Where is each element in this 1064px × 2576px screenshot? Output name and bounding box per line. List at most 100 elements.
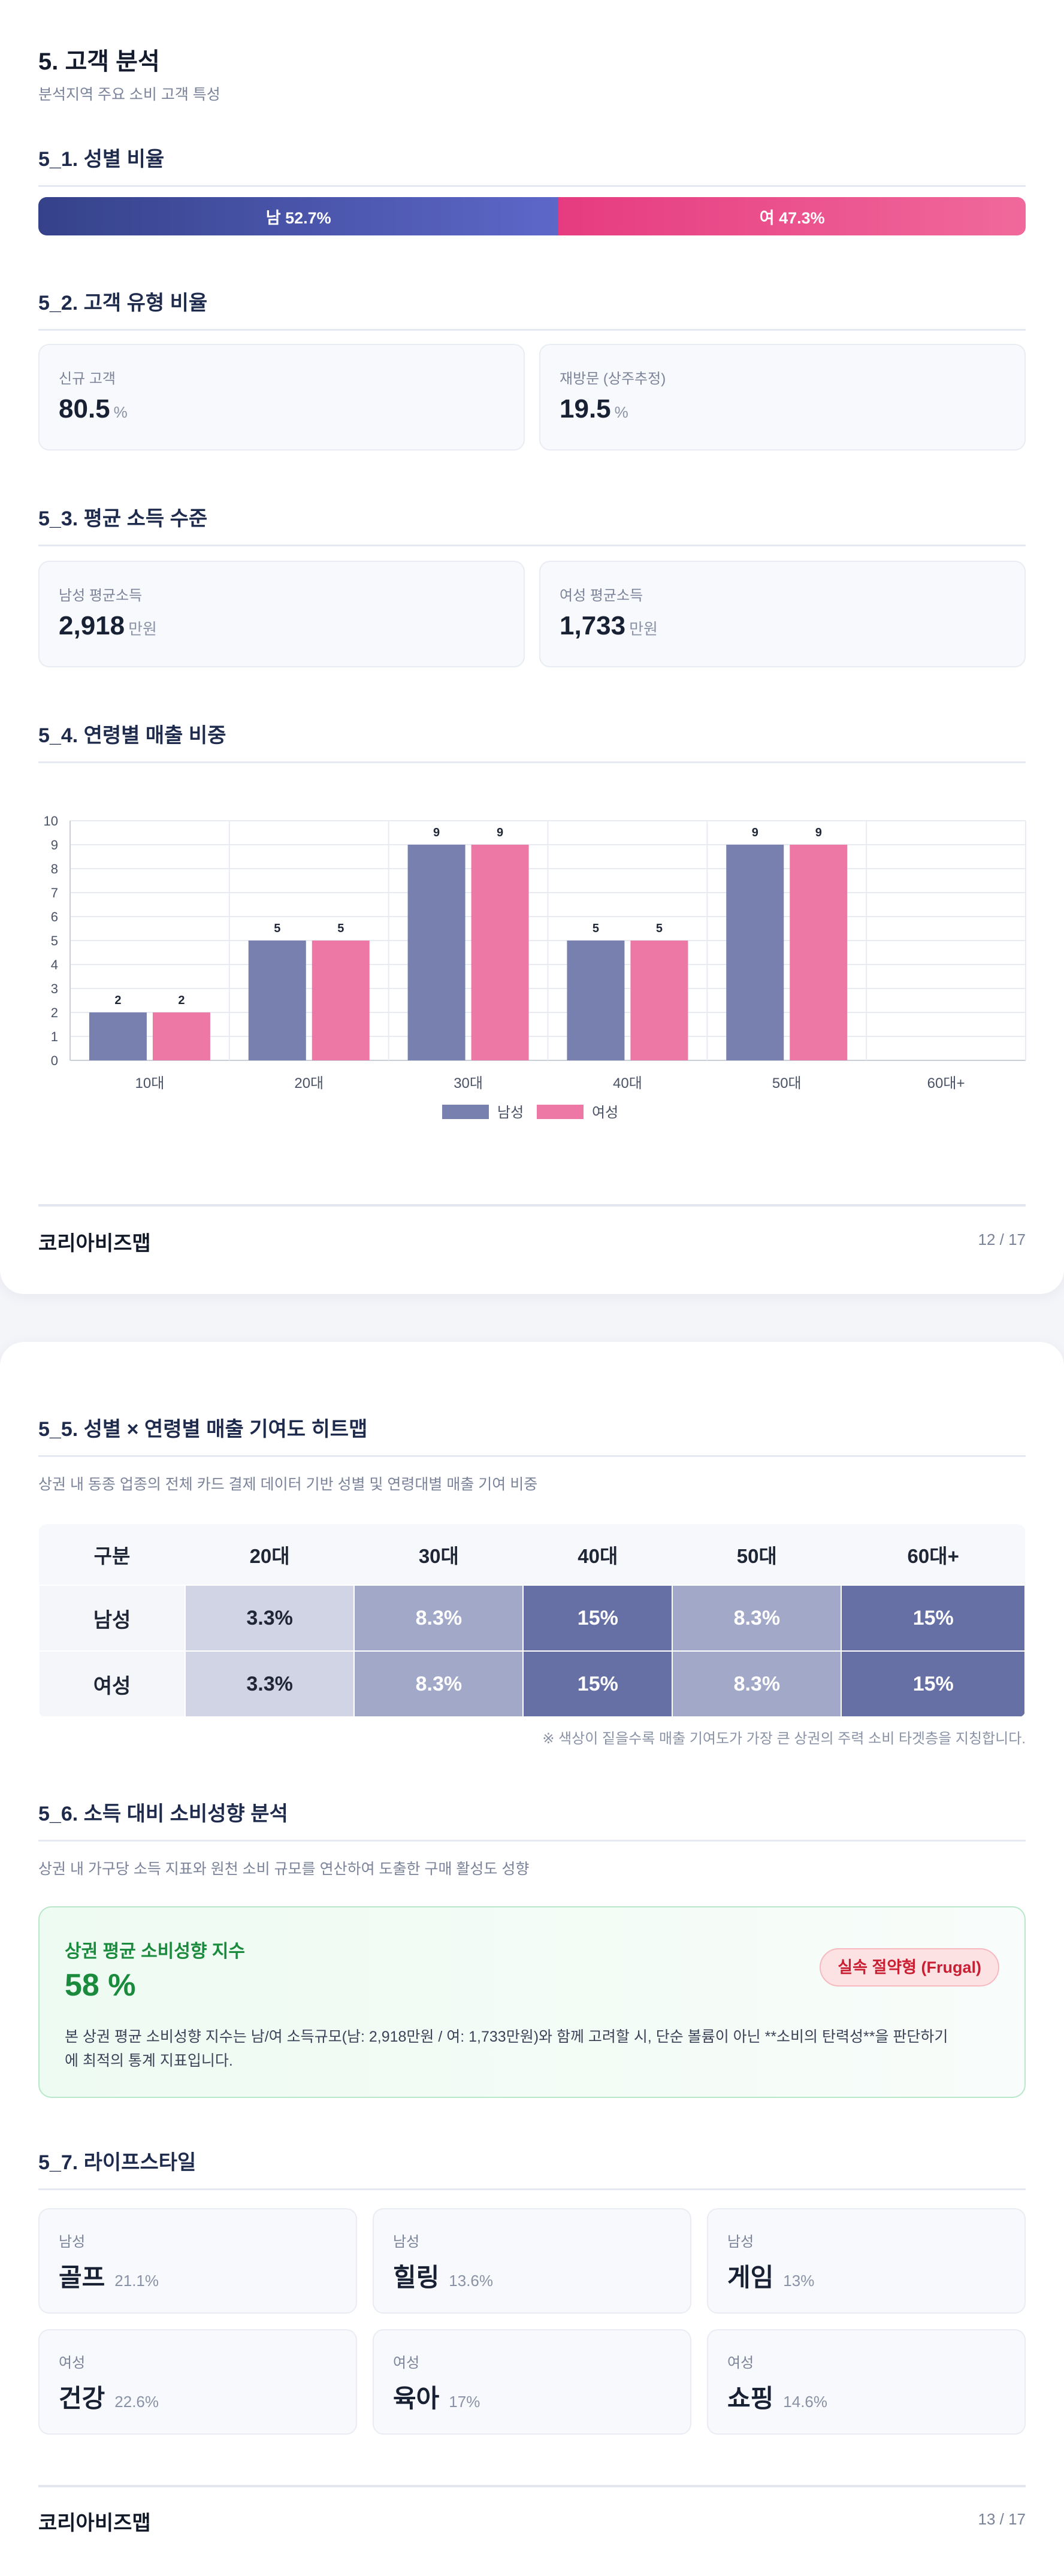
gender-ratio-bar: 남 52.7% 여 47.3% [38, 197, 1026, 235]
spending-index-value: 58 % [65, 1968, 136, 2003]
heatmap-cell: 8.3% [672, 1650, 842, 1718]
section-title-lifestyle: 5_7. 라이프스타일 [38, 2146, 1026, 2190]
bar-female [152, 1012, 210, 1060]
heatmap-cell: 15% [841, 1650, 1026, 1718]
heatmap-col-header: 20대 [185, 1524, 355, 1585]
report-page-12: 5. 고객 분석 분석지역 주요 소비 고객 특성 5_1. 성별 비율 남 5… [0, 0, 1064, 1294]
card-value-unit: % [614, 403, 628, 421]
lifestyle-card: 여성 육아 17% [373, 2329, 691, 2435]
heatmap-row-header: 여성 [38, 1650, 186, 1718]
lifestyle-name: 쇼핑 [727, 2384, 774, 2412]
card-value-number: 80.5 [59, 394, 110, 424]
lifestyle-card: 남성 게임 13% [707, 2208, 1026, 2314]
card-value: 19.5% [560, 394, 628, 424]
lifestyle-gender: 여성 [727, 2355, 754, 2371]
bar-male [248, 941, 306, 1060]
card-label: 신규 고객 [59, 371, 116, 387]
section-title-customer-type: 5_2. 고객 유형 비율 [38, 286, 1026, 331]
footer-brand: 코리아비즈맵 [38, 1232, 151, 1255]
card-label: 여성 평균소득 [560, 588, 643, 604]
bar-data-label: 9 [815, 826, 822, 839]
bar-female [630, 941, 688, 1060]
card-value-number: 19.5 [560, 394, 611, 424]
card-value: 80.5% [59, 394, 128, 424]
lifestyle-pct: 14.6% [783, 2393, 828, 2411]
heatmap-cell: 8.3% [353, 1650, 524, 1718]
heatmap-row-female: 여성 3.3% 8.3% 15% 8.3% 15% [38, 1650, 1026, 1718]
lifestyle-pct: 13.6% [449, 2272, 494, 2290]
y-tick-label: 7 [51, 885, 58, 900]
lifestyle-name: 육아 [393, 2384, 440, 2412]
card-value-unit: % [113, 403, 128, 421]
card-value-number: 2,918 [59, 611, 125, 640]
lifestyle-value: 골프 21.1% [59, 2257, 159, 2294]
y-tick-label: 2 [51, 1005, 58, 1020]
card-value: 1,733 만원 [560, 611, 658, 641]
x-tick-label: 60대+ [927, 1075, 965, 1092]
customer-type-card-revisit: 재방문 (상주추정) 19.5% [539, 344, 1026, 451]
y-tick-label: 8 [51, 861, 58, 876]
lifestyle-name: 게임 [727, 2263, 774, 2291]
lifestyle-gender: 남성 [59, 2234, 86, 2250]
gender-bar-male: 남 52.7% [38, 197, 559, 235]
section-title-age-sales: 5_4. 연령별 매출 비중 [38, 719, 1026, 763]
section-title-heatmap: 5_5. 성별 × 연령별 매출 기여도 히트맵 [38, 1413, 1026, 1457]
bar-male [726, 845, 784, 1060]
bar-data-label: 5 [656, 922, 663, 935]
lifestyle-pct: 22.6% [114, 2393, 159, 2411]
y-tick-label: 4 [51, 957, 58, 972]
heatmap-col-header: 30대 [354, 1524, 524, 1585]
bar-data-label: 5 [274, 922, 280, 935]
heatmap-col-header: 50대 [672, 1524, 842, 1585]
heatmap-corner-header: 구분 [39, 1524, 185, 1585]
lifestyle-pct: 13% [783, 2272, 815, 2290]
lifestyle-value: 쇼핑 14.6% [727, 2378, 827, 2415]
legend-label: 여성 [592, 1105, 618, 1121]
card-value-unit: 만원 [629, 620, 658, 638]
section-title-income: 5_3. 평균 소득 수준 [38, 502, 1026, 546]
lifestyle-gender: 남성 [393, 2234, 420, 2250]
lifestyle-card: 남성 골프 21.1% [38, 2208, 357, 2314]
lifestyle-value: 건강 22.6% [59, 2378, 159, 2415]
bar-data-label: 9 [752, 826, 758, 839]
lifestyle-pct: 17% [449, 2393, 480, 2411]
y-tick-label: 3 [51, 981, 58, 996]
gender-bar-female: 여 47.3% [558, 197, 1026, 235]
income-card-female: 여성 평균소득 1,733 만원 [539, 561, 1026, 667]
bar-female [471, 845, 529, 1060]
spending-type-badge: 실속 절약형 (Frugal) [820, 1948, 999, 1987]
x-tick-label: 40대 [613, 1075, 642, 1092]
footer-divider [38, 2485, 1026, 2487]
report-page-13: 5_5. 성별 × 연령별 매출 기여도 히트맵 상권 내 동종 업종의 전체 … [0, 1342, 1064, 2576]
y-tick-label: 0 [51, 1053, 58, 1068]
lifestyle-name: 골프 [59, 2263, 105, 2291]
heatmap-cell: 15% [522, 1585, 673, 1652]
bar-data-label: 9 [433, 826, 440, 839]
lifestyle-value: 육아 17% [393, 2378, 480, 2415]
spending-card-title: 상권 평균 소비성향 지수 [65, 1942, 246, 1961]
heatmap-cell: 8.3% [672, 1585, 842, 1652]
card-value: 2,918 만원 [59, 611, 157, 641]
footer-brand: 코리아비즈맵 [38, 2512, 151, 2535]
footer-page-number: 13 / 17 [978, 2510, 1026, 2528]
heatmap-header-row: 구분 20대 30대 40대 50대 60대+ [39, 1524, 1025, 1585]
bar-female [790, 845, 848, 1060]
spending-card-body-line1: 본 상권 평균 소비성향 지수는 남/여 소득규모(남: 2,918만원 / 여… [65, 2028, 948, 2045]
bar-male [567, 941, 625, 1060]
heatmap-cell: 8.3% [353, 1585, 524, 1652]
heatmap-row-header: 남성 [38, 1585, 186, 1652]
spending-card-body-line2: 에 최적의 통계 지표입니다. [65, 2052, 233, 2069]
heatmap-cell: 3.3% [184, 1650, 355, 1718]
bar-data-label: 2 [178, 994, 185, 1007]
y-tick-label: 6 [51, 909, 58, 924]
heatmap-table: 구분 20대 30대 40대 50대 60대+ 남성 3.3% 8.3% 15%… [38, 1524, 1026, 1718]
lifestyle-card: 남성 힐링 13.6% [373, 2208, 691, 2314]
bar-male [89, 1012, 147, 1060]
lifestyle-card: 여성 건강 22.6% [38, 2329, 357, 2435]
customer-type-card-new: 신규 고객 80.5% [38, 344, 525, 451]
lifestyle-name: 힐링 [393, 2263, 440, 2291]
legend-swatch [537, 1105, 584, 1119]
heatmap-col-header: 60대+ [841, 1524, 1025, 1585]
y-tick-label: 5 [51, 933, 58, 948]
heatmap-cell: 15% [522, 1650, 673, 1718]
